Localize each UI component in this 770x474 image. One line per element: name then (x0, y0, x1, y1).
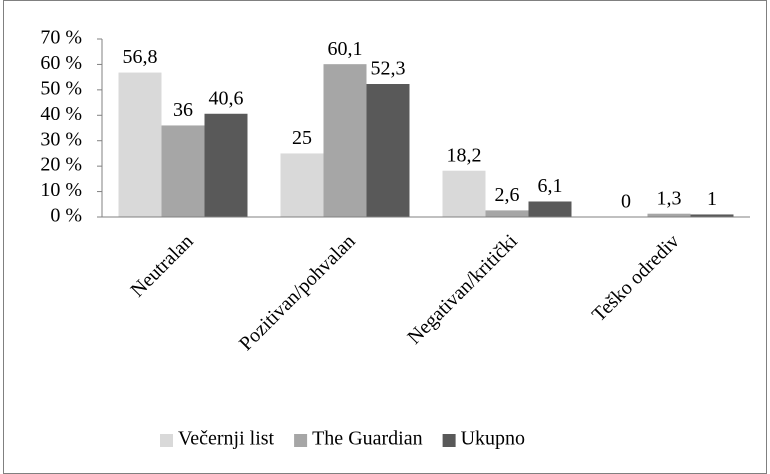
data-label: 60,1 (328, 38, 363, 60)
legend-label: Ukupno (461, 428, 525, 450)
y-tick-label: 20 % (40, 154, 82, 176)
data-label: 6,1 (538, 175, 563, 197)
y-tick-label: 0 % (50, 205, 82, 227)
bar (528, 201, 572, 217)
x-tick-label: Negativan/kritički (403, 230, 522, 349)
data-label: 1,3 (657, 187, 682, 209)
data-label: 25 (292, 127, 312, 149)
data-label: 40,6 (209, 87, 244, 109)
bar (647, 213, 691, 217)
bar (280, 153, 324, 217)
x-tick-label: Pozitivan/pohvalan (235, 230, 360, 355)
y-tick-label: 70 % (40, 27, 82, 49)
legend-swatch (294, 434, 308, 447)
bar (485, 210, 529, 217)
legend-label: The Guardian (312, 428, 423, 450)
legend-swatch (442, 434, 456, 447)
data-label: 1 (707, 188, 717, 210)
data-label: 56,8 (123, 46, 158, 68)
x-tick-label: Neutralan (126, 230, 197, 301)
data-label: 18,2 (447, 144, 482, 166)
legend-label: Večernji list (178, 428, 275, 450)
bar (204, 113, 248, 217)
bar (323, 64, 367, 217)
bar (442, 170, 486, 217)
bar (161, 125, 205, 217)
data-label: 0 (621, 191, 631, 213)
y-tick-label: 40 % (40, 103, 82, 125)
bar (118, 72, 162, 218)
data-label: 36 (173, 99, 193, 121)
y-tick-label: 30 % (40, 128, 82, 150)
bar (366, 84, 410, 217)
y-tick-label: 10 % (40, 179, 82, 201)
data-label: 2,6 (495, 184, 520, 206)
bar (690, 214, 734, 217)
x-tick-label: Teško odrediv (588, 230, 684, 326)
y-tick-label: 50 % (40, 77, 82, 99)
y-tick-label: 60 % (40, 52, 82, 74)
legend-swatch (160, 434, 173, 447)
data-label: 52,3 (371, 58, 406, 80)
